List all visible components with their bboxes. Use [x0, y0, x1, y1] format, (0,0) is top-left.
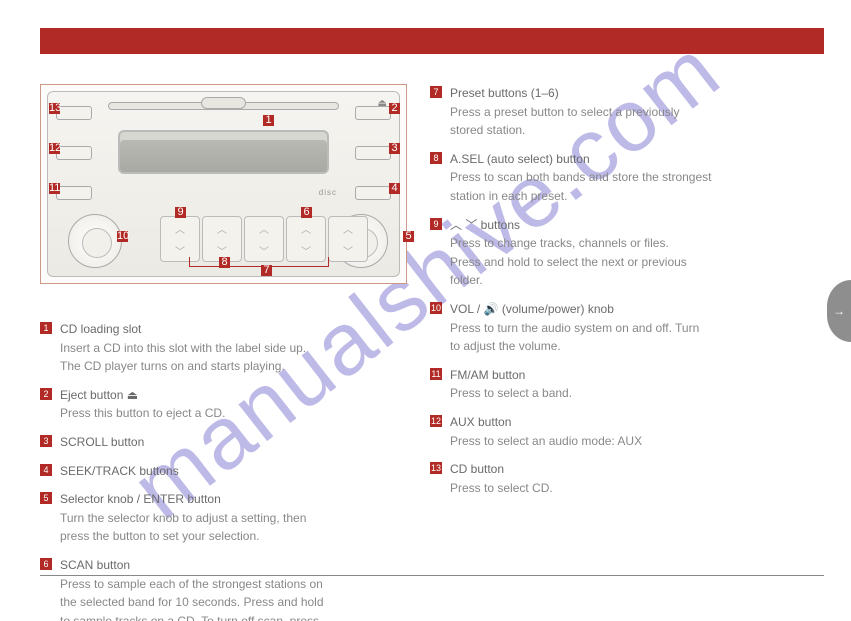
cd-slot — [108, 102, 339, 110]
side-button — [56, 146, 92, 160]
callout-badge: 13 — [430, 462, 442, 474]
callout-marker — [389, 183, 400, 194]
stereo-diagram: ⏏ disc ︿﹀︿﹀︿﹀︿﹀︿﹀ 12345678910111213 — [40, 84, 407, 284]
callout-marker — [263, 115, 274, 126]
callout-desc: folder. — [450, 271, 810, 290]
preset-button: ︿﹀ — [202, 216, 242, 262]
callout-desc: Press to select an audio mode: AUX — [450, 432, 810, 451]
compact-disc-icon: disc — [319, 188, 337, 197]
callout-marker — [49, 103, 60, 114]
side-button — [355, 186, 391, 200]
preset-button: ︿﹀ — [160, 216, 200, 262]
callout-item: 12 AUX buttonPress to select an audio mod… — [430, 413, 810, 450]
callout-desc: to adjust the volume. — [450, 337, 810, 356]
callout-desc: press the button to set your selection. — [60, 527, 420, 546]
callout-badge: 8 — [430, 152, 442, 164]
side-button — [56, 186, 92, 200]
callout-marker — [175, 207, 186, 218]
callout-title: A.SEL (auto select) button — [450, 150, 810, 169]
callout-badge: 11 — [430, 368, 442, 380]
manual-page: manualshive.com → ⏏ disc ︿﹀︿﹀︿﹀︿﹀︿﹀ 1234… — [0, 0, 851, 621]
callout-desc: the selected band for 10 seconds. Press … — [60, 593, 420, 612]
callout-marker — [301, 207, 312, 218]
callout-desc: Insert a CD into this slot with the labe… — [60, 339, 420, 358]
callout-desc: stored station. — [450, 121, 810, 140]
callout-desc: Turn the selector knob to adjust a setti… — [60, 509, 420, 528]
callout-marker — [49, 183, 60, 194]
callout-item: 4 SEEK/TRACK buttons — [40, 462, 420, 481]
callout-desc: Press to sample each of the strongest st… — [60, 575, 420, 594]
callout-title: SCROLL button — [60, 433, 420, 452]
callout-title: CD button — [450, 460, 810, 479]
callout-title: Preset buttons (1–6) — [450, 84, 810, 103]
callout-desc: Press and hold to select the next or pre… — [450, 253, 810, 272]
side-button — [355, 106, 391, 120]
callout-title: CD loading slot — [60, 320, 420, 339]
callout-marker — [389, 143, 400, 154]
header-band — [40, 28, 824, 54]
callout-desc: The CD player turns on and starts playin… — [60, 357, 420, 376]
callout-badge: 1 — [40, 322, 52, 334]
callout-item: 5 Selector knob / ENTER buttonTurn the se… — [40, 490, 420, 546]
callout-marker — [49, 143, 60, 154]
side-button — [56, 106, 92, 120]
callout-marker — [389, 103, 400, 114]
page-forward-tab[interactable]: → — [827, 280, 851, 342]
left-knob — [68, 214, 122, 268]
callout-title: FM/AM button — [450, 366, 810, 385]
callout-desc: to sample tracks on a CD. To turn off sc… — [60, 612, 420, 621]
callout-desc: station in each preset. — [450, 187, 810, 206]
callout-item: 1 CD loading slotInsert a CD into this sl… — [40, 320, 420, 376]
callout-desc: Press to turn the audio system on and of… — [450, 319, 810, 338]
callout-item: 10 VOL / 🔊 (volume/power) knobPress to tu… — [430, 300, 810, 356]
callout-list-left: 1 CD loading slotInsert a CD into this sl… — [40, 320, 420, 621]
callout-desc: Press to select CD. — [450, 479, 810, 498]
callout-title: ︿ ﹀ buttons — [450, 216, 810, 235]
chevron-right-icon: → — [833, 304, 845, 318]
callout-item: 13 CD buttonPress to select CD. — [430, 460, 810, 497]
callout-title: Eject button ⏏ — [60, 386, 420, 405]
callout-desc: Press to scan both bands and store the s… — [450, 168, 810, 187]
preset-button: ︿﹀ — [286, 216, 326, 262]
callout-title: SCAN button — [60, 556, 420, 575]
callout-desc: Press a preset button to select a previo… — [450, 103, 810, 122]
callout-item: 7 Preset buttons (1–6)Press a preset butt… — [430, 84, 810, 140]
callout-title: AUX button — [450, 413, 810, 432]
callout-title: Selector knob / ENTER button — [60, 490, 420, 509]
callout-item: 2 Eject button ⏏Press this button to ejec… — [40, 386, 420, 423]
callout-item: 8 A.SEL (auto select) buttonPress to scan… — [430, 150, 810, 206]
callout-badge: 4 — [40, 464, 52, 476]
callout-marker — [403, 231, 414, 242]
callout-desc: Press this button to eject a CD. — [60, 404, 420, 423]
callout-desc: Press to change tracks, channels or file… — [450, 234, 810, 253]
callout-badge: 7 — [430, 86, 442, 98]
callout-desc: Press to select a band. — [450, 384, 810, 403]
stereo-face: ⏏ disc ︿﹀︿﹀︿﹀︿﹀︿﹀ — [47, 91, 400, 277]
callout-item: 11 FM/AM buttonPress to select a band. — [430, 366, 810, 403]
callout-title: SEEK/TRACK buttons — [60, 462, 420, 481]
callout-title: VOL / 🔊 (volume/power) knob — [450, 300, 810, 319]
preset-button: ︿﹀ — [328, 216, 368, 262]
callout-badge: 3 — [40, 435, 52, 447]
callout-badge: 2 — [40, 388, 52, 400]
side-button — [355, 146, 391, 160]
callout-item: 3 SCROLL button — [40, 433, 420, 452]
callout-marker — [261, 265, 272, 276]
callout-badge: 6 — [40, 558, 52, 570]
callout-badge: 9 — [430, 218, 442, 230]
callout-badge: 12 — [430, 415, 442, 427]
callout-badge: 10 — [430, 302, 442, 314]
callout-marker — [117, 231, 128, 242]
callout-list-right: 7 Preset buttons (1–6)Press a preset butt… — [430, 84, 810, 507]
display-screen — [118, 130, 329, 174]
callout-item: 6 SCAN buttonPress to sample each of the … — [40, 556, 420, 621]
preset-button: ︿﹀ — [244, 216, 284, 262]
callout-item: 9 ︿ ﹀ buttonsPress to change tracks, chan… — [430, 216, 810, 290]
callout-bracket — [189, 257, 329, 267]
callout-badge: 5 — [40, 492, 52, 504]
callout-marker — [219, 257, 230, 268]
